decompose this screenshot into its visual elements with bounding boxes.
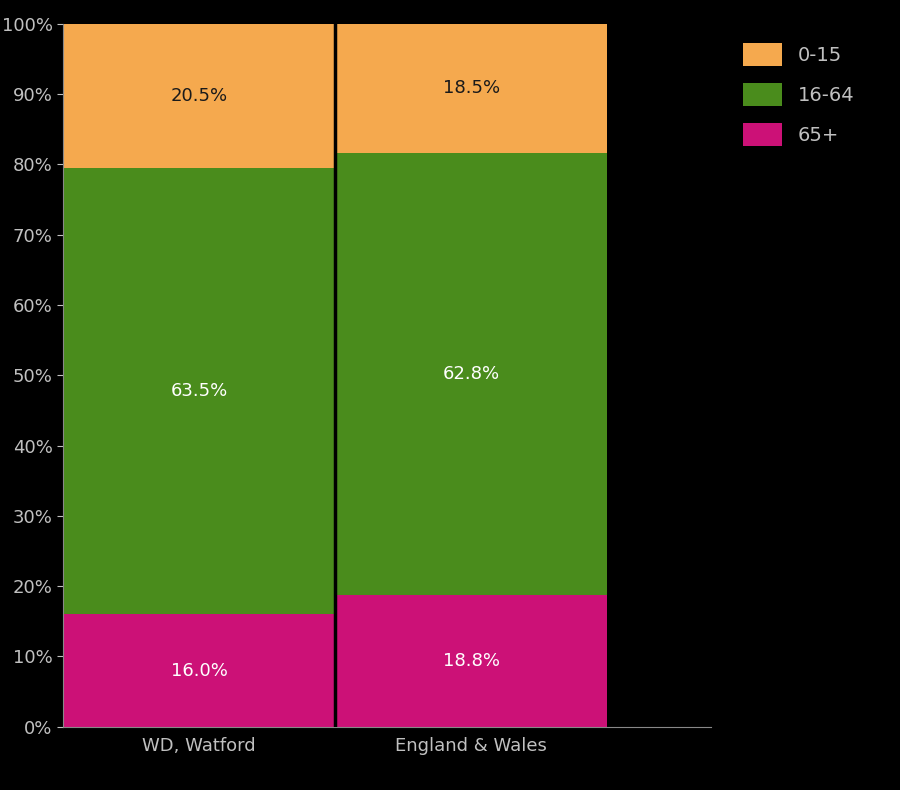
Text: 62.8%: 62.8% [443, 365, 500, 383]
Bar [335, 153, 608, 595]
Text: 18.8%: 18.8% [443, 652, 500, 670]
Text: 18.5%: 18.5% [443, 79, 500, 97]
Bar [335, 595, 608, 727]
Legend: 0-15, 16-64, 65+: 0-15, 16-64, 65+ [734, 33, 864, 156]
Bar [63, 167, 335, 615]
Bar [335, 23, 608, 153]
Bar [63, 615, 335, 727]
Bar [63, 24, 335, 167]
Text: 16.0%: 16.0% [171, 661, 228, 679]
Text: 63.5%: 63.5% [170, 382, 228, 400]
Text: 20.5%: 20.5% [170, 87, 228, 105]
